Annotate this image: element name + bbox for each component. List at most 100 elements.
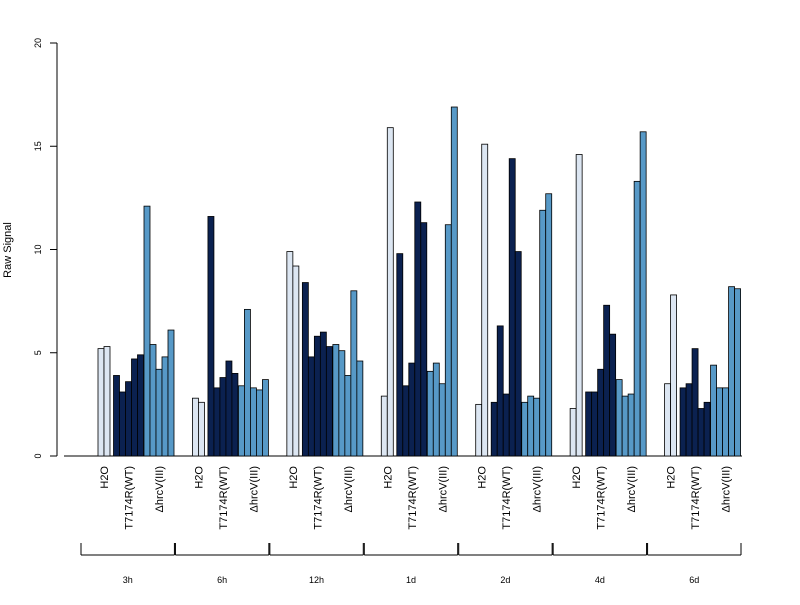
bar-12h-group1-rep4 [325,346,333,457]
bar-2d-group1-rep1 [496,325,504,457]
bar-2d-group1-rep2 [502,393,510,457]
timepoint-label: 2d [500,575,510,585]
bar-2d-group2-rep0 [521,401,529,457]
bar-3h-group2-rep3 [161,356,169,457]
bar-12h-group2-rep3 [350,290,358,457]
group-label: T7174R(WT) [501,466,513,530]
bar-12h-group1-rep0 [301,282,309,457]
bar-3h-group1-rep4 [137,354,144,457]
bar-4d-group1-rep1 [591,391,599,457]
y-tick-label: 10 [33,244,43,254]
group-label: ΔhrcV(III) [721,466,733,512]
bar-6d-group1-rep0 [679,387,687,457]
bar-4d-group2-rep3 [633,180,641,457]
bar-4d-group2-rep2 [627,393,635,457]
group-label: ΔhrcV(III) [437,466,449,512]
bar-4d-group0-rep0 [569,408,577,457]
bar-2d-group2-rep4 [545,193,553,457]
timepoint-label: 6d [689,575,699,585]
bar-1d-group1-rep1 [402,385,410,457]
bar-6h-group0-rep0 [192,397,199,457]
bar-3h-group1-rep0 [113,375,120,457]
bar-12h-group1-rep3 [319,331,327,457]
bar-12h-group2-rep2 [344,375,352,457]
bar-6h-group2-rep4 [262,379,269,457]
group-label: ΔhrcV(III) [343,466,355,512]
bar-1d-group1-rep2 [408,362,416,457]
bar-12h-group0-rep0 [286,251,294,457]
bar-1d-group1-rep4 [420,222,428,457]
bar-4d-group2-rep4 [639,131,647,457]
group-label: H2O [666,466,678,489]
group-label: T7174R(WT) [407,466,419,530]
bar-1d-group2-rep1 [432,362,440,457]
bar-6d-group2-rep1 [716,387,723,457]
bar-6d-group1-rep3 [697,408,705,457]
bar-6h-group2-rep0 [238,385,245,457]
group-label: H2O [193,466,205,489]
timepoint-label: 12h [309,575,324,585]
y-tick-label: 15 [33,141,43,151]
bar-3h-group0-rep1 [103,346,111,457]
bar-6h-group2-rep1 [244,308,251,457]
bar-6d-group1-rep1 [685,383,693,457]
bar-3h-group2-rep4 [167,329,175,457]
group-label: T7174R(WT) [124,466,136,530]
bar-6d-group2-rep4 [734,288,741,457]
bar-6h-group1-rep2 [219,377,227,457]
y-tick-label: 0 [33,453,43,458]
bar-1d-group2-rep0 [426,370,434,457]
bar-3h-group1-rep2 [125,381,132,457]
y-tick-label: 20 [33,38,43,48]
bar-6d-group2-rep3 [728,286,735,457]
bar-6h-group1-rep3 [225,360,233,457]
bar-4d-group0-rep1 [575,154,583,457]
bar-12h-group2-rep0 [332,344,340,457]
group-label: H2O [99,466,111,489]
group-label: ΔhrcV(III) [626,466,638,512]
bar-12h-group2-rep1 [338,350,346,457]
y-tick-label: 5 [33,350,43,355]
bar-6h-group1-rep4 [231,372,239,457]
bar-4d-group1-rep2 [597,368,605,457]
bar-12h-group0-rep1 [292,265,300,457]
bar-3h-group0-rep0 [97,348,105,457]
group-label: T7174R(WT) [218,466,230,530]
bar-2d-group0-rep1 [481,143,489,457]
group-label: H2O [288,466,300,489]
timepoint-label: 6h [217,575,227,585]
y-axis-label: Raw Signal [2,222,14,278]
bar-3h-group1-rep1 [119,391,126,457]
bar-12h-group1-rep1 [307,356,315,457]
group-label: H2O [477,466,489,489]
group-label: T7174R(WT) [596,466,608,530]
group-label: T7174R(WT) [312,466,324,530]
bar-6h-group2-rep3 [256,389,263,457]
group-label: H2O [382,466,394,489]
bar-1d-group1-rep0 [396,253,404,457]
bar-2d-group0-rep0 [475,403,483,457]
timepoint-label: 1d [406,575,416,585]
group-label: H2O [571,466,583,489]
bar-1d-group2-rep2 [438,383,446,457]
group-label: ΔhrcV(III) [248,466,260,512]
bar-4d-group2-rep1 [621,395,629,457]
bar-6h-group1-rep0 [207,216,215,457]
bar-1d-group2-rep3 [444,224,452,457]
bar-1d-group2-rep4 [450,106,458,457]
bar-6h-group1-rep1 [213,387,221,457]
bar-1d-group0-rep0 [380,395,388,457]
bar-4d-group2-rep0 [615,379,623,457]
bar-6h-group0-rep1 [198,401,205,457]
bar-3h-group2-rep0 [143,205,151,457]
bar-4d-group1-rep3 [603,304,611,457]
bar-6d-group2-rep2 [722,387,729,457]
bar-6d-group1-rep2 [691,348,699,457]
timepoint-label: 3h [123,575,133,585]
bar-4d-group1-rep4 [609,333,617,457]
bar-6d-group0-rep1 [670,294,677,457]
bar-2d-group1-rep3 [508,158,516,457]
bar-3h-group2-rep1 [149,344,157,457]
